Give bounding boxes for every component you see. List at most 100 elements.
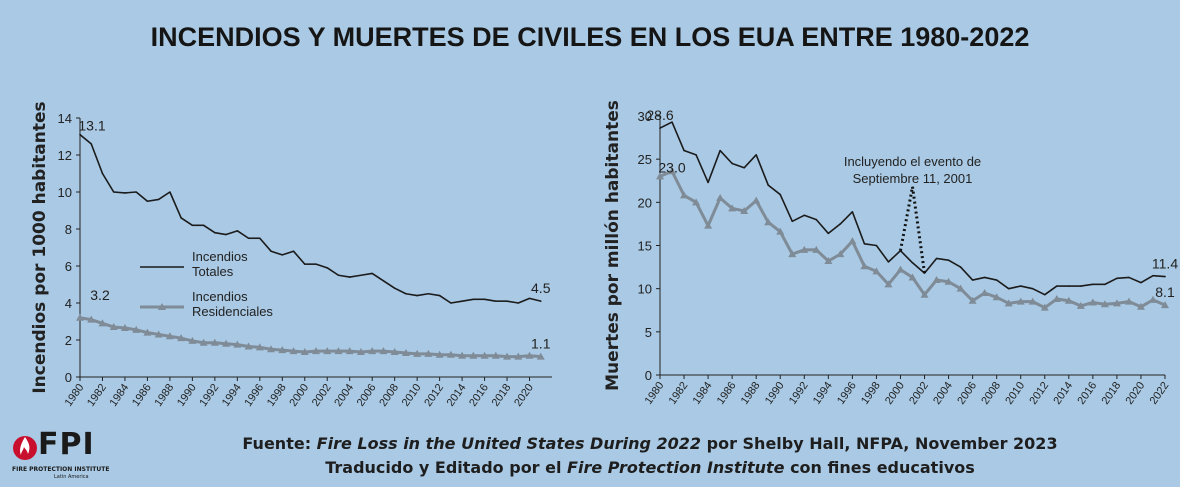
data-point xyxy=(360,274,362,277)
series-segment xyxy=(1080,283,1093,287)
data-point xyxy=(968,296,977,304)
x-tick-label: 2006 xyxy=(355,382,379,409)
data-point xyxy=(154,330,163,338)
y-axis-label: Incendios por 1000 habitantes xyxy=(30,101,50,393)
data-point xyxy=(491,351,500,359)
series-segment xyxy=(899,250,914,264)
data-point xyxy=(755,154,757,156)
series-segment xyxy=(79,134,92,145)
data-point xyxy=(1068,285,1070,287)
series-segment xyxy=(338,274,350,278)
x-tick-label: 2010 xyxy=(400,382,424,409)
data-point xyxy=(731,162,733,165)
data-point xyxy=(707,181,709,184)
series-segment xyxy=(670,170,686,197)
data-point xyxy=(120,323,129,331)
x-tick-label: 1988 xyxy=(152,382,176,409)
x-tick-label: 2008 xyxy=(979,380,1003,407)
data-point xyxy=(1100,300,1109,308)
x-tick-label: 2020 xyxy=(1124,380,1148,407)
data-label: 3.2 xyxy=(90,287,110,303)
legend-label: Incendios xyxy=(192,249,248,264)
chart-deaths: 0 5 10 15 20 25 30 1980 1982 1984 1986 1988 1990 1992… xyxy=(603,100,1178,407)
y-tick-label: 10 xyxy=(638,282,652,297)
series-segment xyxy=(851,240,866,267)
series-segment xyxy=(707,150,721,183)
data-point xyxy=(803,214,806,217)
data-point xyxy=(1124,297,1133,305)
data-point xyxy=(896,265,905,273)
data-point xyxy=(539,300,542,302)
x-tick-label: 1998 xyxy=(265,382,289,409)
data-point xyxy=(517,302,520,304)
data-point xyxy=(1055,285,1058,287)
data-point xyxy=(1136,302,1145,310)
y-tick-label: 0 xyxy=(65,370,72,385)
footer-source-suffix: por Shelby Hall, NFPA, November 2023 xyxy=(701,434,1058,453)
data-point xyxy=(450,302,452,304)
data-point xyxy=(132,325,141,333)
data-point xyxy=(911,261,914,264)
data-point xyxy=(143,328,152,336)
data-point xyxy=(337,274,340,277)
y-tick-label: 2 xyxy=(65,333,72,348)
x-tick-label: 1980 xyxy=(643,380,667,407)
data-point xyxy=(848,237,857,245)
data-point xyxy=(1043,293,1046,296)
data-point xyxy=(1104,283,1106,286)
data-point xyxy=(704,221,713,229)
data-point xyxy=(177,334,186,342)
series-segment xyxy=(815,219,829,234)
series-segment xyxy=(461,298,474,302)
series-segment xyxy=(360,272,373,277)
data-point xyxy=(740,206,749,214)
y-tick-label: 10 xyxy=(58,185,72,200)
data-label: 11.4 xyxy=(1152,256,1178,272)
footer-credit-prefix: Traducido y Editado por el xyxy=(325,458,568,477)
data-point xyxy=(371,272,373,275)
data-point xyxy=(461,300,463,302)
footer-credit-line: Traducido y Editado por el Fire Protecti… xyxy=(150,456,1150,480)
data-point xyxy=(791,220,794,223)
data-point xyxy=(124,192,126,194)
data-point xyxy=(1016,297,1025,305)
data-point xyxy=(767,184,770,186)
dotted-spike-line xyxy=(899,186,927,274)
data-point xyxy=(267,345,276,353)
data-label: 1.1 xyxy=(531,336,551,352)
series-segment xyxy=(1008,285,1021,290)
data-point xyxy=(716,194,725,202)
data-point xyxy=(656,172,664,180)
data-point xyxy=(1052,295,1061,303)
x-tick-label: 1986 xyxy=(715,380,739,407)
data-label: 23.0 xyxy=(658,159,685,175)
series-segment xyxy=(875,245,890,263)
data-point xyxy=(839,223,842,225)
series-segment xyxy=(214,231,227,236)
series-segment xyxy=(270,250,283,256)
data-point xyxy=(438,294,441,297)
x-tick-label: 1984 xyxy=(108,382,132,409)
data-point xyxy=(1128,276,1130,279)
data-point xyxy=(932,276,941,284)
series-segment xyxy=(743,154,757,169)
series-segment xyxy=(1152,274,1166,278)
series-segment xyxy=(517,297,530,304)
data-point xyxy=(944,277,953,285)
data-point xyxy=(255,343,264,351)
data-point xyxy=(1080,285,1082,287)
data-label: 13.1 xyxy=(78,118,105,134)
data-point xyxy=(1164,275,1166,278)
series-1 xyxy=(76,313,545,360)
series-segment xyxy=(1128,276,1142,284)
data-point xyxy=(506,300,508,302)
x-tick-label: 1988 xyxy=(739,380,763,407)
x-tick-label: 2018 xyxy=(490,382,514,409)
series-segment xyxy=(719,149,733,165)
data-point xyxy=(836,250,845,258)
y-tick-label: 25 xyxy=(638,152,652,167)
x-tick-label: 1992 xyxy=(197,382,221,409)
data-point xyxy=(1112,299,1121,307)
x-tick-label: 1980 xyxy=(63,382,87,409)
data-point xyxy=(188,336,197,344)
